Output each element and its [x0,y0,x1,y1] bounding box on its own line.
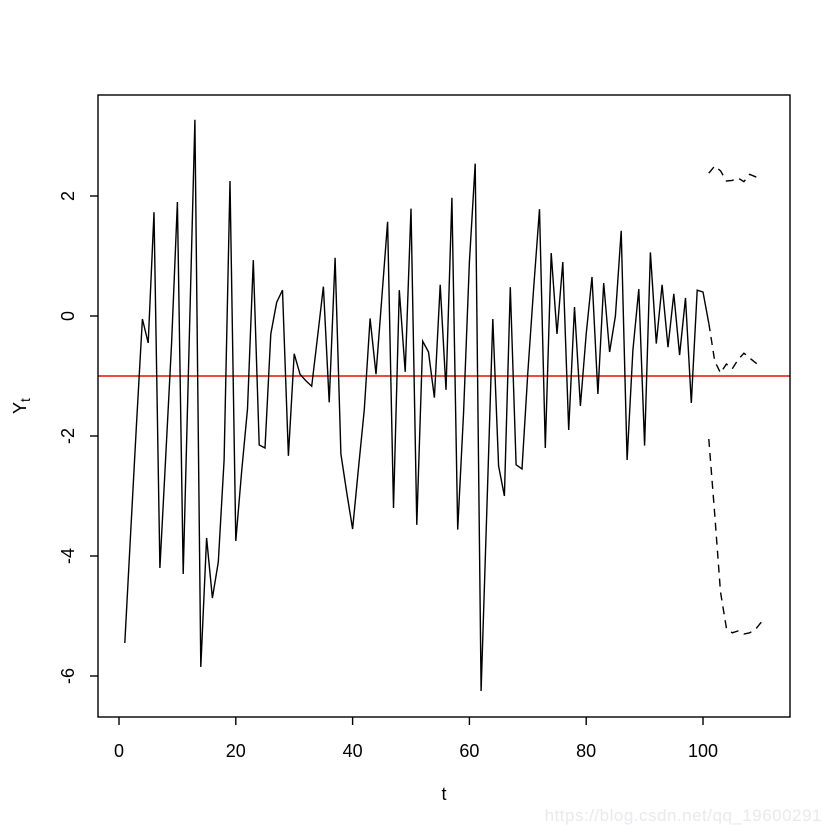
watermark: https://blog.csdn.net/qq_19600291 [544,806,822,825]
y-tick-label: -2 [58,428,78,444]
y-tick-label: -4 [58,548,78,564]
lower-bound-line [708,438,762,635]
x-tick-label: 0 [114,741,124,761]
x-tick-label: 60 [459,741,479,761]
x-axis-label: t [441,784,446,804]
x-tick-label: 20 [226,741,246,761]
y-tick-label: -6 [58,668,78,684]
y-tick-label: 0 [58,311,78,321]
y-axis-label: Yt [10,398,33,414]
observed-line [124,119,710,692]
x-tick-label: 80 [576,741,596,761]
y-tick-label: 2 [58,191,78,201]
forecast-line [708,323,762,375]
upper-bound-line [708,165,762,183]
x-tick-label: 40 [343,741,363,761]
x-tick-label: 100 [688,741,718,761]
plot-box [97,94,791,718]
